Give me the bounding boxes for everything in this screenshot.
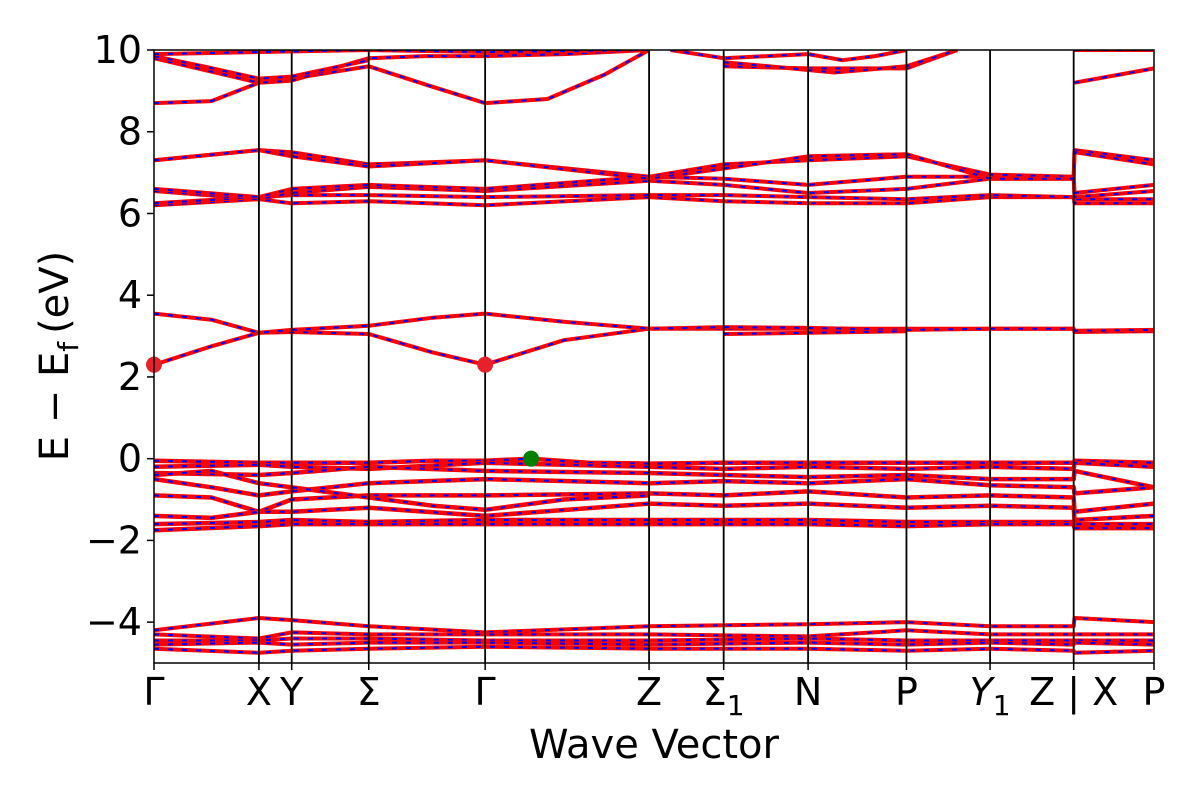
band-dash-conduction-10 <box>154 50 650 84</box>
band-valence-23 <box>154 501 1154 523</box>
band-conduction-7 <box>154 148 1154 179</box>
y-axis-label: E − Ef(eV) <box>32 251 85 462</box>
band-dash-valence-21 <box>154 478 1154 497</box>
y-tick-label: 8 <box>118 110 142 154</box>
band-conduction-12 <box>154 50 650 57</box>
y-tick-label: 4 <box>118 273 142 317</box>
band-edge-markers <box>146 356 540 467</box>
x-tick-label-10: Z | X <box>1029 670 1118 715</box>
y-tick-label: 2 <box>118 355 142 399</box>
band-dash-valence-26 <box>154 469 650 511</box>
band-conduction-15 <box>670 50 907 63</box>
band-dash-valence-25 <box>154 523 1154 532</box>
band-core-31 <box>154 644 1154 655</box>
band-dash-conduction-0 <box>154 327 1154 366</box>
y-tick-label: 6 <box>118 191 142 235</box>
high-symmetry-lines <box>258 50 1075 663</box>
marker-vbm-2 <box>523 450 540 467</box>
band-valence-25 <box>154 521 1154 533</box>
x-tick-label-6: Σ1 <box>703 670 745 722</box>
x-axis-ticks: Γ X Y Σ Γ Z Σ1 N P Y1 Z | X P <box>143 663 1165 722</box>
band-dash-valence-24 <box>154 518 1154 526</box>
band-core-30 <box>154 640 1154 647</box>
band-valence-18 <box>154 456 1154 466</box>
y-tick-label: 0 <box>118 437 142 481</box>
y-tick-label: −2 <box>86 518 142 562</box>
y-tick-label: 10 <box>94 28 142 72</box>
band-dash-conduction-15 <box>670 50 907 62</box>
band-dash-core-31 <box>154 645 1154 654</box>
x-tick-label-9: Y1 <box>970 670 1011 722</box>
x-tick-label-4: Γ <box>475 670 496 714</box>
band-lines <box>154 50 1154 655</box>
x-tick-label-0: Γ <box>143 670 164 714</box>
x-tick-label-7: N <box>794 670 822 714</box>
band-conduction-1 <box>154 311 1154 335</box>
band-core-29 <box>154 636 1154 643</box>
band-dash-core-29 <box>154 637 1154 642</box>
y-axis-ticks: −4 −2 0 2 4 6 8 10 <box>86 28 154 644</box>
x-tick-label-1: X <box>246 670 272 714</box>
band-dash-valence-18 <box>154 457 1154 465</box>
plot-frame <box>153 49 1155 664</box>
band-dash-core-30 <box>154 641 1154 646</box>
band-conduction-0 <box>154 326 1154 367</box>
band-dash-core-27 <box>154 616 1154 634</box>
x-tick-label-3: Σ <box>357 670 381 714</box>
x-tick-label-5: Z <box>636 670 662 714</box>
x-tick-label-2: Y <box>279 670 304 714</box>
band-core-27 <box>154 616 1154 635</box>
x-axis-label: Wave Vector <box>529 722 780 768</box>
band-conduction-16 <box>1074 66 1154 85</box>
band-dash-conduction-9 <box>154 50 650 105</box>
band-conduction-3 <box>154 195 1154 208</box>
x-tick-label-8: P <box>895 670 918 714</box>
band-dash-core-28 <box>154 629 1154 640</box>
y-tick-label: −4 <box>86 600 142 644</box>
band-dash-conduction-14 <box>723 50 958 74</box>
x-tick-label-11: P <box>1143 670 1166 714</box>
marker-cbm-1 <box>477 356 494 373</box>
band-dash-valence-23 <box>154 502 1154 522</box>
